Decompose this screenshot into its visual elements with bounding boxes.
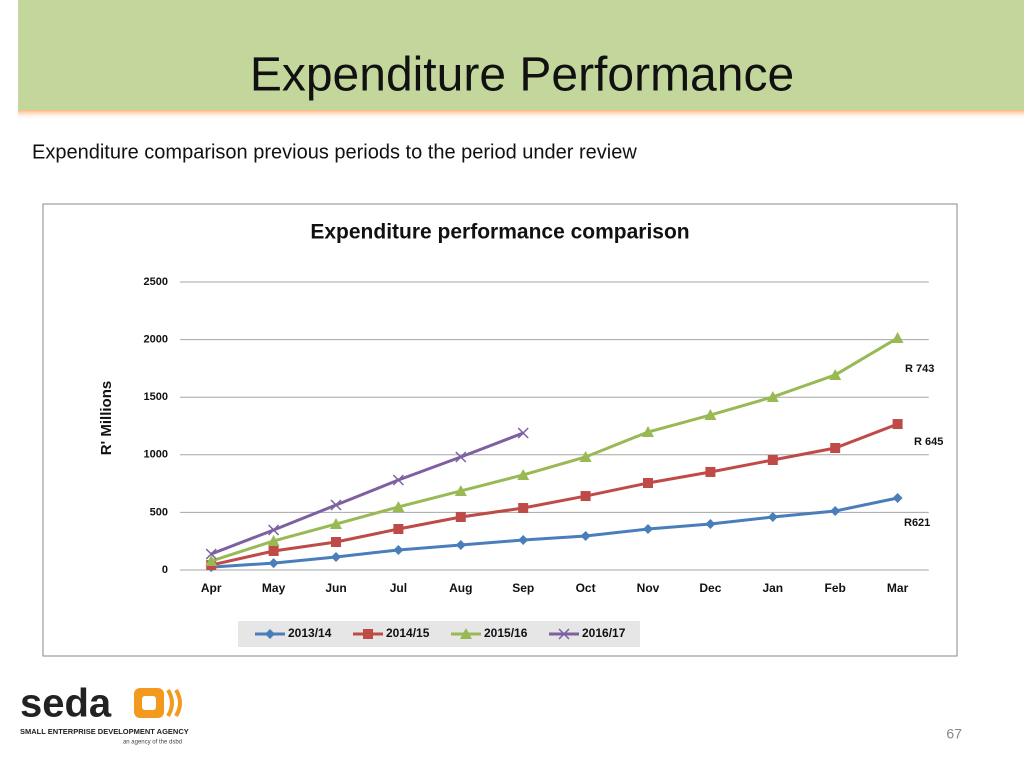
marker (704, 409, 717, 421)
x-tick-label: Apr (201, 581, 222, 595)
logo-tagline: SMALL ENTERPRISE DEVELOPMENT AGENCY (20, 727, 189, 736)
y-tick-label: 2500 (144, 276, 168, 288)
page-number: 67 (946, 726, 962, 742)
marker (455, 451, 467, 463)
y-tick-label: 0 (162, 564, 168, 576)
y-tick-label: 500 (150, 506, 168, 518)
marker (767, 454, 778, 465)
annotation: R621 (904, 517, 930, 529)
marker (205, 548, 217, 560)
logo-note: an agency of the dsbd (123, 740, 182, 746)
marker (705, 519, 716, 530)
marker (518, 535, 529, 546)
logo-icon (166, 688, 182, 718)
marker (830, 506, 841, 517)
marker (330, 499, 342, 511)
x-tick-label: Oct (576, 581, 596, 595)
annotation: R 743 (905, 363, 934, 375)
marker (579, 450, 592, 462)
logo: seda SMALL ENTERPRISE DEVELOPMENT AGENCY… (20, 682, 189, 746)
marker (363, 629, 373, 639)
marker (392, 500, 405, 512)
title-shadow (18, 108, 1024, 120)
y-axis-label: R' Millions (98, 381, 115, 455)
y-tick-label: 1000 (144, 449, 168, 461)
marker (558, 628, 570, 640)
x-tick-label: Dec (699, 581, 721, 595)
marker (891, 331, 904, 343)
marker (393, 523, 404, 534)
marker (830, 443, 841, 454)
marker (268, 524, 280, 536)
y-tick-label: 1500 (144, 391, 168, 403)
logo-icon (142, 696, 156, 710)
marker (767, 512, 778, 523)
legend-label: 2015/16 (484, 626, 528, 640)
series-line (211, 496, 898, 569)
marker (766, 390, 779, 402)
x-tick-label: Jun (325, 581, 346, 595)
title-bar (18, 0, 1024, 110)
chart-frame (42, 203, 958, 657)
marker (705, 466, 716, 477)
x-tick-label: Mar (887, 581, 909, 595)
series-line (210, 336, 899, 563)
slide-title: Expenditure Performance (250, 49, 794, 102)
marker (455, 540, 466, 551)
marker (455, 512, 466, 523)
x-tick-label: Jul (390, 581, 407, 595)
x-tick-label: Sep (512, 581, 534, 595)
x-tick-label: Aug (449, 581, 472, 595)
marker (892, 419, 903, 430)
marker (460, 628, 472, 639)
marker (580, 491, 591, 502)
legend-label: 2016/17 (582, 626, 626, 640)
marker (268, 545, 279, 556)
x-tick-label: Jan (762, 581, 783, 595)
marker (829, 368, 842, 380)
marker (268, 558, 279, 569)
marker (454, 484, 467, 496)
legend-label: 2014/15 (386, 626, 430, 640)
marker (643, 523, 653, 534)
marker (642, 425, 654, 437)
marker (517, 468, 530, 480)
marker (580, 531, 591, 542)
logo-name: seda (20, 682, 112, 726)
series-line (210, 431, 524, 556)
marker (518, 503, 529, 514)
legend-label: 2013/14 (288, 626, 332, 640)
marker (393, 544, 404, 555)
marker (205, 555, 218, 567)
marker (643, 478, 653, 489)
x-tick-label: Feb (825, 581, 846, 595)
marker (267, 534, 280, 546)
marker (265, 629, 275, 639)
marker (517, 427, 529, 439)
marker (330, 518, 342, 530)
series-line (210, 422, 899, 567)
chart-title: Expenditure performance comparison (310, 221, 689, 244)
x-tick-label: May (262, 581, 286, 595)
x-tick-label: Nov (637, 581, 660, 595)
marker (892, 493, 903, 503)
annotation: R 645 (914, 436, 943, 448)
marker (331, 537, 341, 548)
y-tick-label: 2000 (144, 334, 168, 346)
slide-subtitle: Expenditure comparison previous periods … (32, 141, 637, 163)
marker (331, 551, 341, 562)
marker (392, 474, 404, 486)
